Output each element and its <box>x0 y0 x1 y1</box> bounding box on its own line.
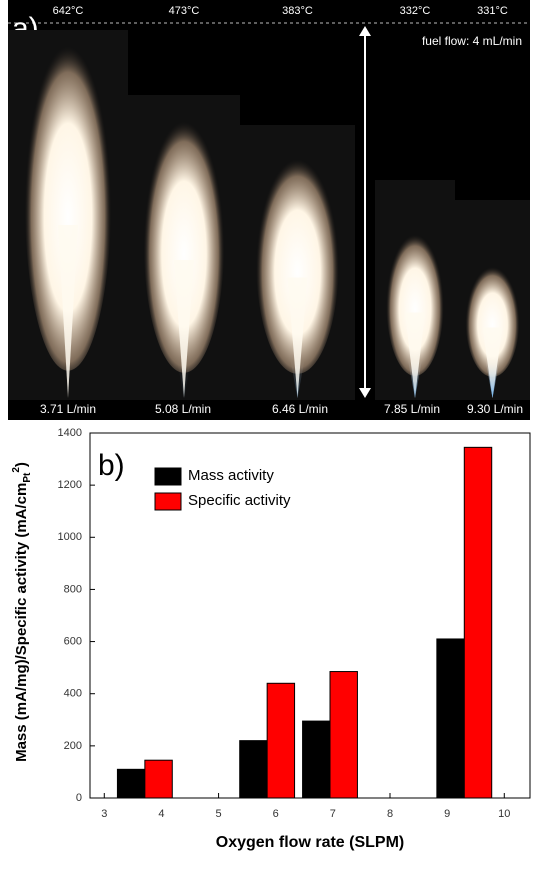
chart: 0 200 400 600 800 1000 1200 1400 3 4 5 6 7 8 9 10 Mass a… <box>11 427 531 851</box>
flame-base <box>485 360 500 398</box>
y-tick-label: 200 <box>64 740 82 752</box>
flame-stem <box>287 277 308 398</box>
bar <box>329 671 358 799</box>
flame-glow <box>465 261 520 377</box>
flame-base <box>408 360 422 398</box>
x-tick-label: 3 <box>101 808 107 820</box>
flow-label: 5.08 L/min <box>155 402 211 416</box>
flame-stem <box>174 260 194 398</box>
y-tick-label: 800 <box>64 583 82 595</box>
flow-strip <box>8 400 530 420</box>
bar <box>266 682 296 799</box>
flow-label: 7.85 L/min <box>384 402 440 416</box>
bar <box>463 446 493 799</box>
bar <box>116 768 146 799</box>
fuel-flow-note: fuel flow: 4 mL/min <box>422 34 522 48</box>
x-tick-label: 8 <box>387 808 393 820</box>
panel-label: b) <box>98 449 125 482</box>
flame-glow <box>256 148 339 374</box>
flame-base <box>290 360 305 398</box>
bar <box>144 759 173 799</box>
y-tick-label: 1000 <box>58 531 82 543</box>
flame-stem <box>405 312 425 398</box>
y-tick-label: 1200 <box>58 479 82 491</box>
flames: 642°C 473°C 383°C 332°C 331°C 3.71 L/min 5.08 … <box>8 5 530 420</box>
temperature-label: 383°C <box>282 5 313 17</box>
legend-label: Specific activity <box>188 492 291 509</box>
y-axis-label-part: ) <box>13 462 30 467</box>
legend-swatch <box>154 467 182 486</box>
bar <box>302 720 331 799</box>
flame-glow <box>143 108 225 373</box>
flow-label: 9.30 L/min <box>467 402 523 416</box>
bar <box>239 740 268 799</box>
y-axis-label: Mass (mA/mg)/Specific activity (mA/cmPt2… <box>11 462 33 762</box>
flow-label: 3.71 L/min <box>40 402 96 416</box>
x-tick-label: 6 <box>273 808 279 820</box>
x-tick-label: 4 <box>158 808 164 820</box>
legend-swatch <box>154 492 182 511</box>
temperature-label: 642°C <box>53 5 84 17</box>
x-axis-label: Oxygen flow rate (SLPM) <box>216 834 404 851</box>
legend-label: Mass activity <box>188 467 274 484</box>
y-axis-label-part: Pt <box>22 472 33 483</box>
x-tick-label: 5 <box>216 808 222 820</box>
x-tick-label: 7 <box>330 808 336 820</box>
temperature-label: 332°C <box>400 5 431 17</box>
y-axis-label-part: Mass (mA/mg)/Specific activity (mA/cm <box>13 483 30 762</box>
flame-glow <box>386 227 444 376</box>
bar <box>436 638 465 799</box>
temperature-label: 473°C <box>169 5 200 17</box>
y-axis-label-part: 2 <box>11 467 22 473</box>
y-tick-label: 600 <box>64 635 82 647</box>
y-tick-label: 0 <box>76 792 82 804</box>
temperature-label: 331°C <box>477 5 508 17</box>
x-tick-label: 9 <box>444 808 450 820</box>
flame-glow <box>24 29 112 371</box>
y-tick-label: 400 <box>64 688 82 700</box>
x-tick-label: 10 <box>498 808 510 820</box>
flame-base <box>177 360 191 398</box>
y-tick-label: 1400 <box>58 427 82 439</box>
flame-stem <box>58 225 78 398</box>
flow-label: 6.46 L/min <box>272 402 328 416</box>
